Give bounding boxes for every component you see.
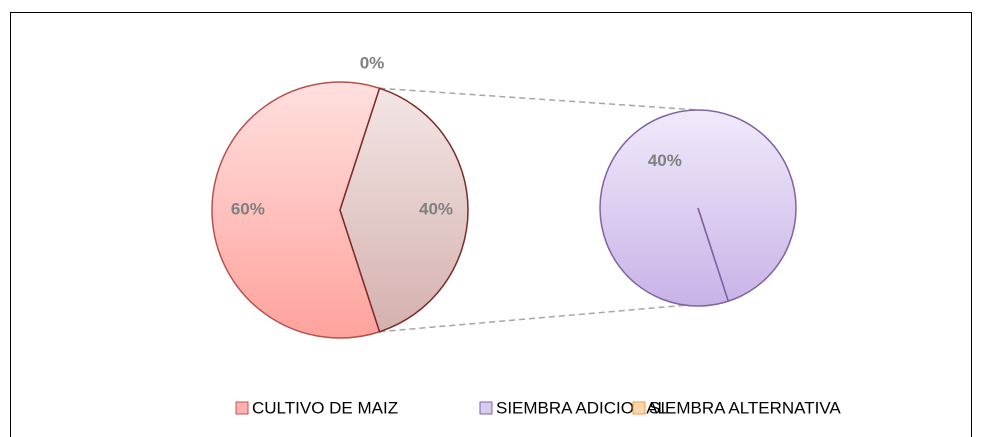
legend-label: CULTIVO DE MAIZ [252, 398, 398, 417]
connector-line [379, 304, 689, 333]
pie-slice [697, 207, 729, 302]
pie-slice [211, 81, 381, 339]
legend-marker [235, 401, 249, 415]
legend-label: SIEMBRA ADICIONAL [496, 398, 667, 417]
connector-line [379, 87, 699, 111]
legend-marker [632, 401, 646, 415]
data-label: 60% [231, 199, 265, 218]
pie-slice [339, 87, 469, 333]
data-label: 0% [360, 53, 385, 72]
data-label: 40% [419, 199, 453, 218]
chart-border [10, 12, 972, 437]
data-label: 40% [648, 151, 682, 170]
legend-label: SIEMBRA ALTERNATIVA [649, 398, 841, 417]
legend-marker [479, 401, 493, 415]
